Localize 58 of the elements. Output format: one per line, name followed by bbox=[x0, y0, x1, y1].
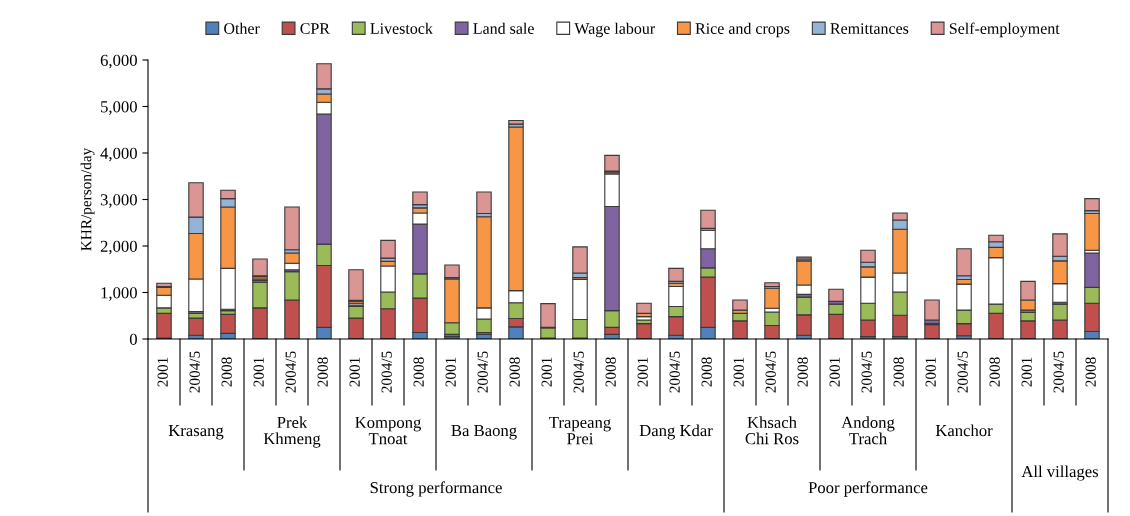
y-axis-title: KHR/person/day bbox=[80, 147, 95, 251]
legend-label: Land sale bbox=[473, 22, 534, 34]
x-tick-label: 2008 bbox=[989, 357, 1000, 387]
x-tick-label: 2001 bbox=[349, 357, 360, 387]
x-tick-label: 2004/5 bbox=[477, 351, 488, 393]
x-tick-label: 2001 bbox=[637, 357, 648, 387]
x-tick-label: 2004/5 bbox=[861, 351, 872, 393]
y-tick-label: 0 bbox=[129, 333, 137, 345]
x-tick-label: 2004/5 bbox=[573, 351, 584, 393]
y-tick-label: 3,000 bbox=[100, 194, 137, 208]
legend-label: Rice and crops bbox=[695, 22, 790, 38]
x-tick-label: 2008 bbox=[413, 357, 424, 387]
x-tick-label: 2004/5 bbox=[669, 351, 680, 393]
text: Poor performance bbox=[808, 481, 928, 497]
legend-label: Livestock bbox=[370, 22, 433, 34]
x-tick-label: 2004/5 bbox=[1053, 351, 1064, 393]
y-tick-label: 6,000 bbox=[100, 54, 137, 69]
x-tick-label: 2004/5 bbox=[765, 351, 776, 393]
legend-label: Other bbox=[224, 22, 260, 34]
x-tick-label: 2008 bbox=[893, 357, 904, 387]
x-tick-label: 2004/5 bbox=[381, 351, 392, 393]
text: Strong performance bbox=[370, 481, 502, 497]
x-tick-label: 2001 bbox=[445, 357, 456, 387]
x-tick-label: 2004/5 bbox=[957, 351, 968, 393]
y-tick-label: 2,000 bbox=[100, 240, 137, 255]
x-tick-label: 2008 bbox=[317, 357, 328, 387]
text: Krasang bbox=[168, 425, 224, 440]
x-tick-label: 2001 bbox=[1021, 357, 1032, 387]
legend-label: Remittances bbox=[830, 23, 909, 34]
x-tick-label: 2008 bbox=[1085, 357, 1096, 387]
y-tick-label: 1,000 bbox=[101, 287, 137, 301]
x-tick-label: 2004/5 bbox=[285, 351, 296, 393]
y-tick-label: 4,000 bbox=[100, 147, 137, 162]
text: Kanchor bbox=[935, 424, 993, 437]
x-tick-label: 2001 bbox=[541, 357, 552, 387]
text: Kompong Tnoat bbox=[355, 416, 422, 445]
text: Andong Trach bbox=[841, 416, 895, 445]
x-tick-label: 2001 bbox=[253, 357, 264, 387]
legend-label: Wage labour bbox=[574, 22, 655, 38]
legend-label: CPR bbox=[300, 23, 330, 34]
text: Dang Kdar bbox=[639, 424, 713, 440]
x-tick-label: 2001 bbox=[733, 357, 744, 387]
text: All villages bbox=[1021, 465, 1099, 481]
x-tick-label: 2008 bbox=[701, 357, 712, 387]
text: Prek Khmeng bbox=[263, 416, 321, 448]
x-tick-label: 2001 bbox=[157, 357, 168, 387]
x-tick-label: 2001 bbox=[925, 357, 936, 387]
x-tick-label: 2008 bbox=[221, 357, 232, 387]
legend-label: Self-employment bbox=[949, 22, 1060, 38]
text: Ba Baong bbox=[451, 425, 517, 440]
x-tick-label: 2008 bbox=[509, 357, 520, 387]
text: Trapeang Prei bbox=[549, 416, 611, 445]
x-tick-label: 2001 bbox=[829, 357, 840, 387]
x-tick-label: 2008 bbox=[605, 357, 616, 387]
text: Khsach Chi Ros bbox=[745, 416, 799, 445]
x-tick-label: 2008 bbox=[797, 357, 808, 387]
x-tick-label: 2004/5 bbox=[189, 351, 200, 393]
y-tick-label: 5,000 bbox=[101, 101, 137, 115]
